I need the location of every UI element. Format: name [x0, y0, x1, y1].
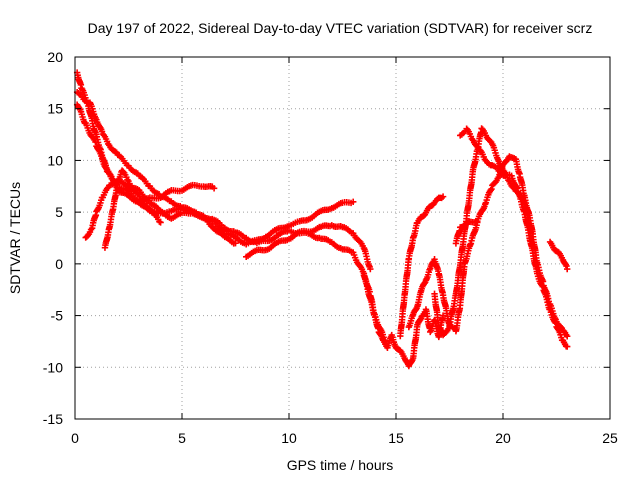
- x-axis-title: GPS time / hours: [287, 457, 394, 473]
- data-point: [552, 319, 559, 327]
- data-point: [439, 193, 447, 200]
- y-tick-label: 15: [47, 101, 63, 117]
- data-point: [487, 186, 494, 194]
- data-point: [551, 318, 559, 326]
- data-point: [210, 185, 218, 192]
- data-point: [513, 185, 521, 192]
- data-layer: [73, 69, 571, 370]
- data-point: [488, 185, 495, 193]
- data-point: [350, 198, 357, 205]
- data-point: [232, 239, 239, 247]
- y-tick-label: 0: [55, 256, 63, 272]
- x-tick-label: 25: [602, 430, 618, 446]
- data-point: [564, 343, 571, 350]
- x-tick-label: 20: [495, 430, 511, 446]
- data-point: [539, 283, 547, 290]
- x-tick-label: 15: [388, 430, 404, 446]
- plot-frame: [74, 56, 611, 420]
- y-tick-label: -10: [43, 359, 63, 375]
- data-point: [156, 218, 163, 225]
- data-point: [538, 282, 546, 289]
- y-tick-label: 5: [55, 204, 63, 220]
- x-tick-label: 10: [281, 430, 297, 446]
- y-tick-label: 20: [47, 49, 63, 65]
- tick-layer: 0 5 10 15 20 25 -15 -10 -5 0 5 10 15 20: [43, 49, 618, 446]
- data-point: [92, 138, 99, 146]
- y-tick-label: -15: [43, 411, 63, 427]
- series-track-13: [546, 238, 571, 273]
- x-tick-label: 0: [71, 430, 79, 446]
- data-point: [157, 219, 164, 226]
- series-track-5: [101, 167, 164, 251]
- x-tick-label: 5: [178, 430, 186, 446]
- data-point: [564, 333, 571, 340]
- data-point: [564, 265, 571, 273]
- data-point: [112, 148, 119, 155]
- series-track-12: [457, 125, 571, 350]
- series-track-8: [397, 193, 447, 340]
- data-point: [367, 265, 374, 273]
- y-axis-title: SDTVAR / TECUs: [7, 182, 23, 294]
- series-track-6: [243, 222, 374, 273]
- y-tick-label: 10: [47, 152, 63, 168]
- chart-title: Day 197 of 2022, Sidereal Day-to-day VTE…: [88, 20, 593, 36]
- y-tick-label: -5: [51, 308, 64, 324]
